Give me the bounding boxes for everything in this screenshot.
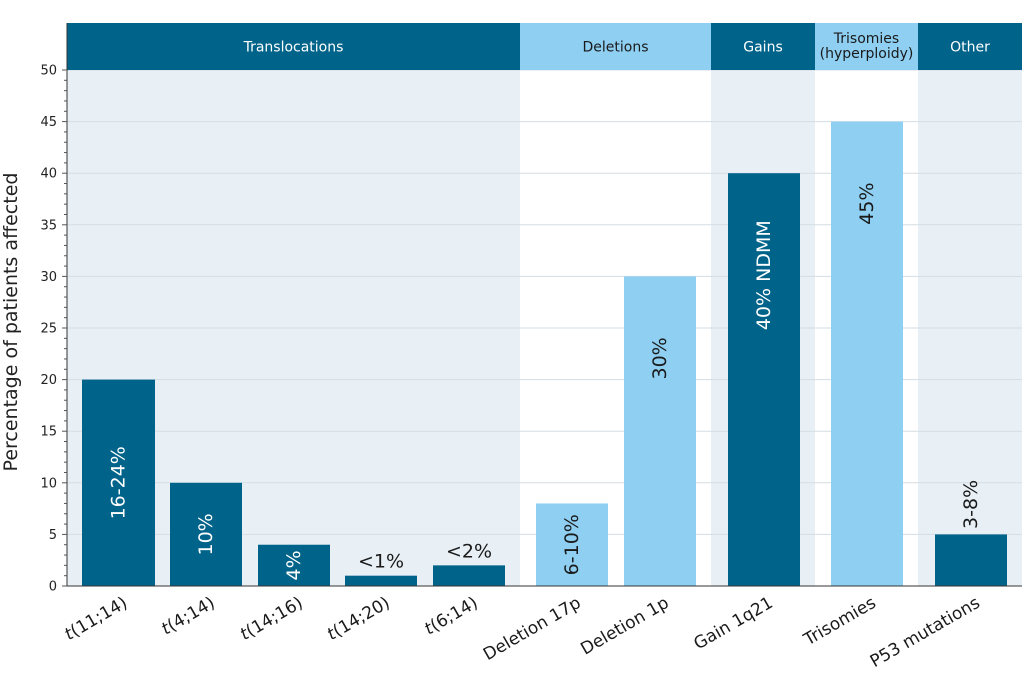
x-tick-label: P53 mutations xyxy=(867,593,984,672)
x-tick-label: t(4;14) xyxy=(158,593,218,639)
y-tick-label: 40 xyxy=(40,167,57,182)
data-label-trisomies: 45% xyxy=(856,182,878,224)
y-tick-label: 30 xyxy=(40,270,57,285)
data-label-t-4-14: 10% xyxy=(195,513,217,555)
bar-gain-1q21 xyxy=(728,173,800,586)
data-label-t-6-14: <2% xyxy=(446,540,492,562)
y-tick-label: 20 xyxy=(40,373,57,388)
x-tick-label: t(6;14) xyxy=(421,593,481,639)
data-label-gain-1q21: 40% NDMM xyxy=(753,220,775,330)
bar-t-14-20 xyxy=(345,575,417,586)
header-label: (hyperploidy) xyxy=(820,46,914,62)
data-label-t-14-20: <1% xyxy=(358,551,404,573)
header-gains xyxy=(711,23,815,70)
group-headers: Translocations Deletions Gains Trisomies(hy… xyxy=(67,23,1022,70)
data-label-deletion-1p: 30% xyxy=(649,337,671,379)
x-tick-label: t(14;16) xyxy=(237,593,307,645)
y-tick-label: 25 xyxy=(40,322,57,337)
header-trisomies xyxy=(815,23,918,70)
bar-t-6-14 xyxy=(433,565,505,586)
y-tick-label: 35 xyxy=(40,218,57,233)
x-axis-labels: t(11;14) t(4;14) t(14;16) t(14;20) t(6;14)De… xyxy=(61,593,983,672)
header-label: Deletions xyxy=(582,39,648,55)
x-tick-label: Deletion 1p xyxy=(577,593,672,659)
y-tick-label: 10 xyxy=(40,476,57,491)
header-label: Other xyxy=(950,39,990,55)
header-label: Trisomies xyxy=(833,31,899,47)
y-tick-label: 0 xyxy=(49,580,57,595)
y-tick-label: 50 xyxy=(40,64,57,79)
data-label-t-14-16: 4% xyxy=(283,550,305,580)
bar-deletion-17p xyxy=(536,503,608,586)
x-tick-label: t(14;20) xyxy=(324,593,394,645)
y-tick-label: 15 xyxy=(40,425,57,440)
header-label: Gains xyxy=(743,39,782,55)
bar-t-4-14 xyxy=(170,482,242,586)
data-label-t-11-14: 16-24% xyxy=(108,446,130,519)
bar-t-11-14 xyxy=(82,379,155,586)
bar-trisomies xyxy=(831,121,903,586)
y-axis-title: Percentage of patients affected xyxy=(0,173,22,472)
header-translocations xyxy=(67,23,520,70)
x-tick-label: Deletion 17p xyxy=(480,593,585,665)
y-tick-label: 5 xyxy=(49,528,57,543)
bar-labels: 16-24% 10% 4% <1% <2% 6-10% 30% 40% NDMM 45% 3-8% xyxy=(108,182,983,580)
x-tick-label: Trisomies xyxy=(800,593,880,651)
bar-deletion-1p xyxy=(624,276,696,586)
data-label-deletion-17p: 6-10% xyxy=(561,514,583,575)
data-label-p53-mutations: 3-8% xyxy=(960,480,982,529)
x-tick-label: t(11;14) xyxy=(61,593,131,645)
bar-t-14-16 xyxy=(258,544,330,586)
x-tick-label: Gain 1q21 xyxy=(691,593,777,654)
header-deletions xyxy=(520,23,711,70)
bars xyxy=(82,121,1007,586)
y-axis: 0 5 10 15 20 25 30 35 40 45 50 xyxy=(40,23,1022,595)
header-other xyxy=(918,23,1022,70)
header-label: Translocations xyxy=(243,39,344,55)
bar-p53-mutations xyxy=(935,534,1007,586)
y-tick-label: 45 xyxy=(40,115,57,130)
